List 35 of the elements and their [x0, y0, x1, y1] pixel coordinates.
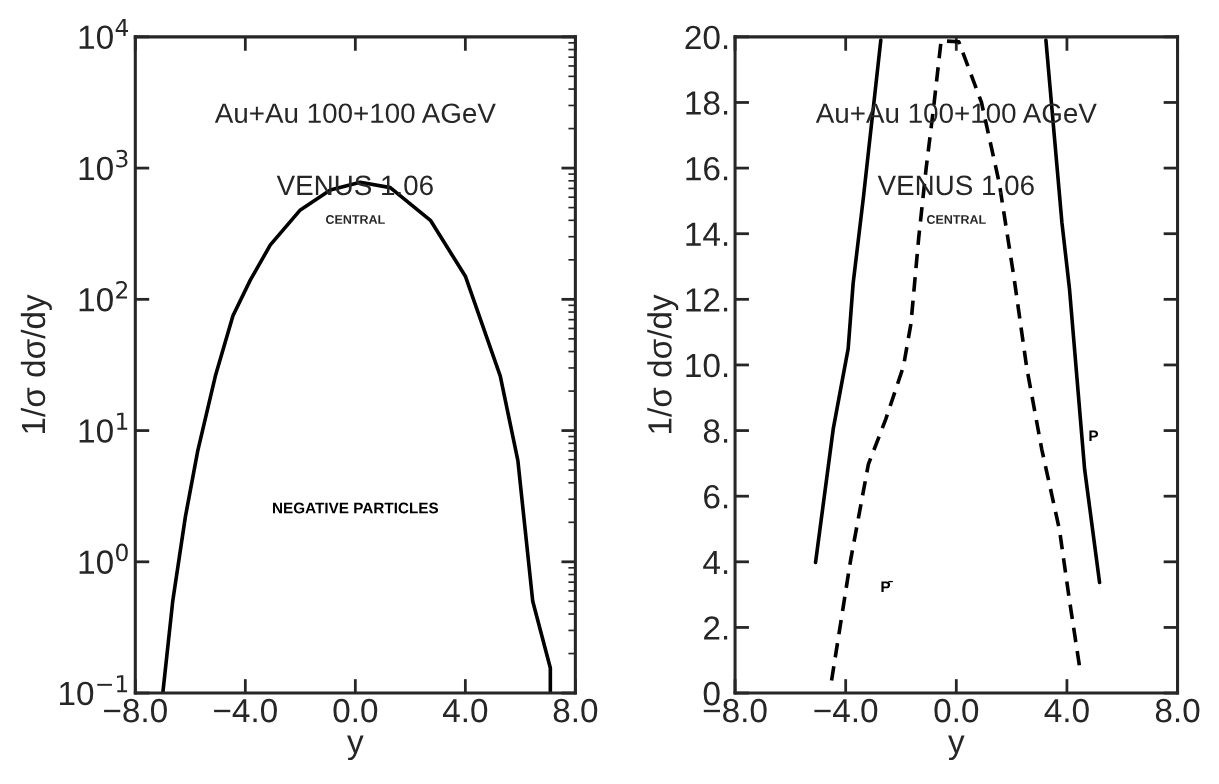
text: P̄: [881, 580, 893, 593]
y-tick-label: 10$^{4}$: [79, 18, 129, 50]
series-label: P: [1089, 430, 1099, 442]
annotation: CENTRAL: [325, 215, 385, 224]
x-tick-label: −8.0: [104, 698, 167, 723]
y-tick-label: 10$^{0}$: [79, 543, 128, 574]
y-tick-label: 16.: [686, 156, 728, 181]
x-tick-label: 0.0: [333, 698, 378, 723]
y-tick-label: 4.: [703, 550, 728, 574]
y-tick-label: 14.: [686, 222, 728, 246]
x-tick-label: 4.0: [1044, 698, 1089, 723]
annotation: CENTRAL: [926, 215, 986, 224]
y-tick-label: 10$^{1}$: [79, 412, 128, 443]
x-tick-label: 0.0: [934, 698, 979, 723]
y-tick-label: 10$^{3}$: [79, 149, 128, 181]
y-tick-label: 20.: [685, 25, 728, 50]
text: NEGATIVE PARTICLES: [273, 502, 439, 514]
y-tick-label: 6.: [704, 485, 728, 509]
y-tick-label: 12.: [686, 288, 728, 312]
x-tick-label: −4.0: [814, 698, 878, 723]
annotation: VENUS 1.06: [877, 175, 1034, 196]
x-tick-label: 8.0: [1155, 698, 1200, 723]
y-tick-label: 8.: [703, 419, 728, 443]
y-axis-title: 1/σ dσ/dy: [20, 294, 52, 434]
y-tick-label: 10$^{2}$: [79, 281, 128, 312]
annotation: Au+Au 100+100 AGeV: [214, 103, 496, 124]
y-tick-label: 10.: [686, 353, 728, 378]
x-tick-label: −4.0: [214, 698, 277, 723]
x-axis-title: y: [347, 735, 364, 761]
y-tick-label: 2.: [704, 616, 728, 640]
x-tick-label: 8.0: [553, 698, 598, 723]
y-tick-label: 18.: [686, 91, 728, 115]
x-tick-label: 4.0: [442, 698, 488, 723]
x-axis-title: y: [948, 735, 965, 761]
y-axis-title: 1/σ dσ/dy: [647, 294, 679, 434]
